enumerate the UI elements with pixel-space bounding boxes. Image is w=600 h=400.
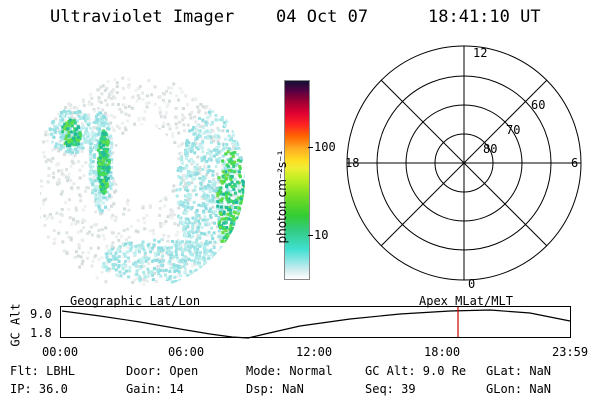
timeline-left-title: Geographic Lat/Lon (70, 294, 201, 308)
timeline-ylabel: GC Alt (8, 303, 23, 347)
timeline-xtick-1200: 12:00 (296, 345, 333, 359)
colorbar (284, 80, 310, 280)
timeline-plot (60, 306, 571, 339)
glat-status: GLat: NaN (486, 364, 552, 378)
mlt-label-6: 6 (571, 156, 578, 170)
gain-status: Gain: 14 (126, 382, 184, 396)
flt-status: Flt: LBHL (10, 364, 76, 378)
ip-status: IP: 36.0 (10, 382, 68, 396)
mlt-label-0: 0 (468, 277, 475, 290)
colorbar-label: photon cm⁻²s⁻¹ (275, 150, 289, 244)
gc-alt-status: GC Alt: 9.0 Re (365, 364, 467, 378)
colorbar-tick-10: 10 (314, 228, 329, 242)
altitude-curve (61, 309, 571, 339)
timeline-right-title: Apex MLat/MLT (419, 294, 513, 308)
mlt-label-18: 18 (345, 156, 359, 170)
timeline-xtick-1800: 18:00 (424, 345, 461, 359)
colorbar-tick-mark (308, 235, 313, 236)
mlt-label-12: 12 (473, 46, 487, 60)
time-label: 18:41:10 UT (428, 7, 541, 27)
lat-label-80: 80 (483, 142, 497, 156)
glon-status: GLon: NaN (486, 382, 552, 396)
instrument-title: Ultraviolet Imager (50, 7, 235, 27)
date-label: 04 Oct 07 (276, 7, 369, 27)
dsp-status: Dsp: NaN (246, 382, 304, 396)
mode-status: Mode: Normal (246, 364, 333, 378)
auroral-image (40, 76, 245, 286)
timeline-xtick-0000: 00:00 (42, 345, 79, 359)
door-status: Door: Open (126, 364, 199, 378)
timeline-ytick-top: 9.0 (30, 307, 52, 321)
timeline-ytick-bottom: 1.8 (30, 326, 52, 340)
timeline-xtick-2359: 23:59 (552, 345, 589, 359)
lat-label-70: 70 (506, 123, 520, 137)
colorbar-tick-100: 100 (314, 140, 336, 154)
polar-grid: 12 18 6 0 60 70 80 (345, 45, 582, 290)
timeline-xtick-0600: 06:00 (168, 345, 205, 359)
seq-status: Seq: 39 (365, 382, 416, 396)
colorbar-tick-mark (308, 147, 313, 148)
lat-label-60: 60 (531, 98, 545, 112)
